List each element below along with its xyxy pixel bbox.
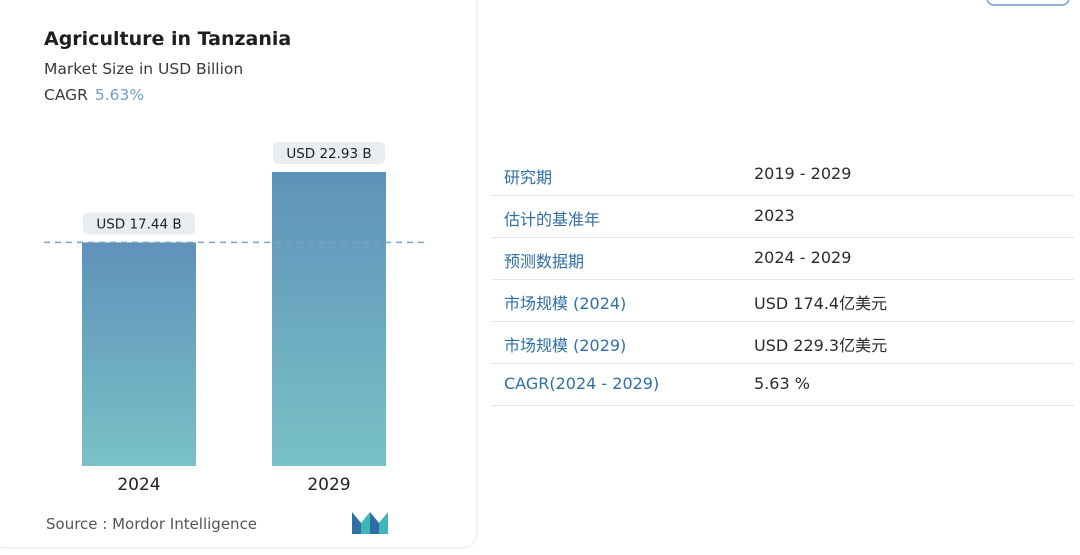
table-row-value: 2019 - 2029 — [754, 164, 852, 183]
table-row-value: 2024 - 2029 — [754, 248, 852, 267]
data-label: USD 22.93 B — [286, 146, 371, 162]
table-row-label: 研究期 — [504, 168, 553, 187]
bar-chart: USD 17.44 B 2024 USD 22.93 B 2029 — [44, 142, 426, 495]
table-row-label: 市场规模 (2024) — [504, 294, 627, 313]
table-row: CAGR(2024 - 2029) 5.63 % — [492, 364, 1074, 406]
table-row: 估计的基准年 2023 — [492, 196, 1074, 238]
cagr-value: 5.63% — [94, 86, 145, 104]
x-tick-label: 2024 — [117, 475, 160, 495]
table-row-value: 5.63 % — [754, 374, 810, 393]
top-right-button[interactable] — [986, 0, 1070, 6]
table-row: 研究期 2019 - 2029 — [492, 154, 1074, 196]
chart-subtitle: Market Size in USD Billion — [44, 60, 244, 78]
mordor-intelligence-logo-icon — [352, 512, 388, 534]
bar-2024 — [82, 242, 196, 466]
table-row-value: USD 174.4亿美元 — [754, 294, 888, 313]
cagr-line: CAGR 5.63% — [44, 86, 144, 104]
cagr-label: CAGR — [44, 86, 88, 104]
data-label: USD 17.44 B — [96, 216, 181, 232]
chart-title: Agriculture in Tanzania — [44, 28, 292, 50]
table-row-value: 2023 — [754, 206, 795, 225]
table-row-label: 估计的基准年 — [504, 210, 601, 229]
data-label-bg — [273, 142, 385, 164]
market-summary-table: 研究期 2019 - 2029 估计的基准年 2023 预测数据期 2024 - 2029… — [492, 154, 1074, 406]
table-row-label: CAGR(2024 - 2029) — [504, 374, 660, 393]
market-size-card: Agriculture in Tanzania Market Size in U… — [0, 0, 477, 548]
table-row-label: 市场规模 (2029) — [504, 336, 627, 355]
x-tick-label: 2029 — [307, 475, 350, 495]
table-row-value: USD 229.3亿美元 — [754, 336, 888, 355]
data-label-bg — [83, 212, 195, 235]
source-text: Source : Mordor Intelligence — [46, 515, 258, 533]
bar-2029 — [272, 172, 386, 466]
table-row: 市场规模 (2029) USD 229.3亿美元 — [492, 322, 1074, 364]
table-row-label: 预测数据期 — [504, 252, 585, 271]
table-row: 预测数据期 2024 - 2029 — [492, 238, 1074, 280]
table-row: 市场规模 (2024) USD 174.4亿美元 — [492, 280, 1074, 322]
